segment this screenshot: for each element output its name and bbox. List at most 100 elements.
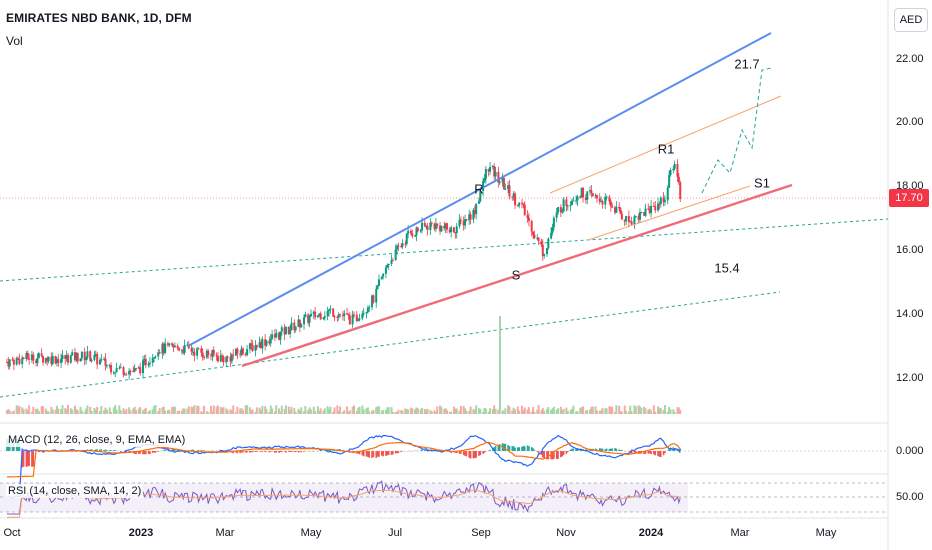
candle-body [280, 327, 283, 332]
volume-bar [440, 407, 443, 414]
volume-bar [452, 406, 455, 414]
volume-bar [187, 406, 190, 414]
candle-body [137, 367, 140, 369]
volume-bar [644, 408, 647, 414]
candle-body [673, 164, 676, 169]
volume-bar [118, 405, 121, 414]
candle-body [279, 331, 282, 340]
macd-histogram-bar [193, 450, 196, 451]
volume-bar [346, 406, 349, 414]
candle-body [368, 307, 371, 309]
volume-bar [210, 405, 213, 414]
volume-bar [205, 411, 208, 414]
candle-body [171, 343, 174, 346]
time-label-may: May [300, 527, 322, 539]
candle-body [225, 356, 228, 363]
macd-label[interactable]: MACD (12, 26, close, 9, EMA, EMA) [6, 433, 188, 447]
symbol-title[interactable]: EMIRATES NBD BANK, 1D, DFM [6, 11, 192, 25]
macd-histogram-bar [357, 451, 359, 454]
macd-histogram-bar [197, 449, 200, 451]
volume-bar [273, 411, 276, 414]
macd-histogram-bar [153, 451, 155, 453]
macd-histogram-bar [342, 449, 344, 451]
volume-bar [423, 408, 426, 414]
volume-bar [26, 410, 29, 414]
candle-body [168, 343, 171, 346]
candle-body [377, 279, 380, 287]
candle-body [397, 245, 400, 247]
volume-bar [416, 408, 419, 414]
candle-body [104, 358, 107, 366]
candle-body [343, 313, 346, 316]
volume-bar [430, 411, 433, 414]
candle-body [132, 371, 135, 373]
volume-bar [332, 411, 335, 414]
volume-bar [318, 410, 321, 414]
candle-body [73, 352, 76, 361]
volume-bar [536, 409, 539, 414]
volume-bar [648, 408, 651, 414]
candle-body [172, 345, 175, 348]
macd-histogram-bar [562, 451, 565, 456]
macd-histogram-bar [565, 451, 568, 454]
candle-body [643, 212, 646, 216]
volume-bar [562, 408, 565, 414]
macd-histogram-bar [90, 449, 93, 451]
candle-body [501, 177, 504, 183]
candle-body [240, 348, 243, 355]
macd-histogram-bar [517, 447, 519, 451]
currency-button[interactable]: AED [894, 8, 928, 32]
volume-bar [283, 409, 286, 414]
rsi-label[interactable]: RSI (14, close, SMA, 14, 2) [6, 484, 144, 498]
candle-body [608, 196, 611, 202]
candle-body [601, 201, 604, 205]
volume-bar [232, 405, 235, 414]
volume-bar [50, 406, 53, 414]
volume-bar [193, 405, 196, 414]
candle-body [5, 362, 8, 363]
volume-bar [341, 411, 344, 414]
candle-body [255, 345, 258, 348]
volume-bar [284, 405, 287, 414]
volume-bar [278, 408, 281, 414]
macd-histogram-bar [279, 451, 282, 453]
macd-histogram-bar [536, 451, 539, 452]
candle-body [452, 227, 455, 233]
macd-histogram-bar [167, 450, 169, 451]
macd-histogram-bar [598, 448, 601, 451]
macd-histogram-bar [303, 451, 305, 452]
volume-bar [559, 406, 562, 414]
candle-body [540, 241, 543, 245]
macd-histogram-bar [664, 451, 666, 454]
macd-histogram-bar [654, 451, 657, 456]
macd-histogram-bar [294, 451, 297, 453]
candle-body [477, 201, 480, 204]
volume-bar [75, 409, 78, 414]
candle-body [425, 226, 428, 228]
candle-body [462, 220, 465, 226]
volume-bar [166, 410, 169, 414]
macd-histogram-bar [239, 451, 241, 454]
dotted-channel-upper [0, 218, 889, 282]
volume-bar [627, 411, 630, 414]
macd-histogram-bar [99, 449, 101, 451]
candle-body [426, 226, 429, 231]
candle-body [372, 295, 375, 303]
candle-body [251, 345, 254, 351]
candle-body [144, 358, 147, 366]
volume-bar [368, 411, 371, 414]
candle-body [226, 356, 229, 358]
volume-bar [236, 406, 239, 414]
volume-bar [507, 405, 510, 414]
candle-body [100, 359, 103, 361]
volume-bar [71, 409, 74, 414]
volume-bar [677, 407, 680, 414]
candle-body [497, 171, 500, 183]
volume-bar [157, 411, 160, 414]
macd-histogram-bar [240, 451, 243, 453]
candle-body [164, 343, 167, 353]
candle-body [98, 359, 101, 365]
macd-histogram-bar [28, 451, 30, 467]
volume-bar [436, 406, 439, 414]
